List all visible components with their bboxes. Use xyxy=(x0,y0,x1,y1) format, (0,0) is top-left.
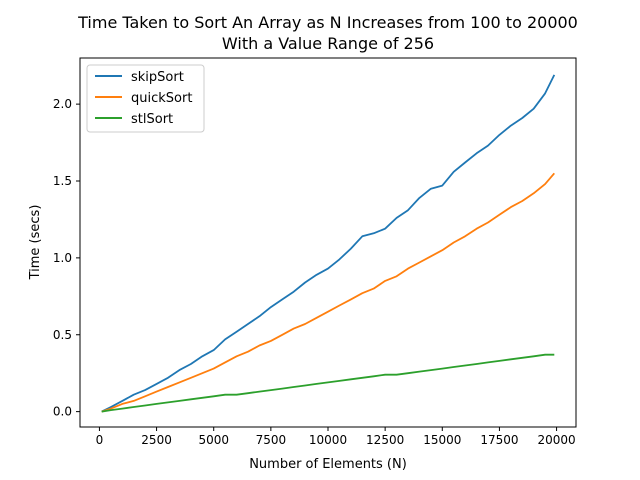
x-tick-label: 5000 xyxy=(198,433,229,447)
y-axis: 0.0 0.5 1.0 1.5 2.0 xyxy=(53,97,80,419)
x-axis-label: Number of Elements (N) xyxy=(249,457,407,472)
y-axis-label: Time (secs) xyxy=(28,205,43,281)
x-tick-label: 0 xyxy=(96,433,104,447)
legend-box xyxy=(86,64,205,133)
y-tick-label: 0.0 xyxy=(53,405,72,419)
x-tick-label: 17500 xyxy=(480,433,518,447)
series-line-quicksort xyxy=(101,172,555,413)
legend-label-skipsort: skipSort xyxy=(131,70,184,85)
chart-title-line-1: Time Taken to Sort An Array as N Increas… xyxy=(77,13,578,32)
legend: skipSort quickSort stlSort xyxy=(86,64,205,133)
x-tick-label: 15000 xyxy=(423,433,461,447)
legend-label-stlsort: stlSort xyxy=(131,112,173,127)
x-tick-label: 20000 xyxy=(537,433,575,447)
x-tick-label: 2500 xyxy=(141,433,172,447)
plot-area xyxy=(101,74,556,413)
legend-label-quicksort: quickSort xyxy=(131,91,192,106)
y-tick-label: 0.5 xyxy=(53,328,72,342)
series-line-stlsort xyxy=(101,353,555,413)
x-axis: 0 2500 5000 7500 10000 12500 15000 17500 20000 xyxy=(96,427,576,447)
x-tick-label: 10000 xyxy=(309,433,347,447)
chart-title-line-2: With a Value Range of 256 xyxy=(222,34,434,53)
x-tick-label: 12500 xyxy=(366,433,404,447)
y-tick-label: 1.5 xyxy=(53,174,72,188)
x-tick-label: 7500 xyxy=(256,433,287,447)
y-tick-label: 2.0 xyxy=(53,97,72,111)
y-tick-label: 1.0 xyxy=(53,251,72,265)
series-line-skipsort xyxy=(101,74,556,413)
